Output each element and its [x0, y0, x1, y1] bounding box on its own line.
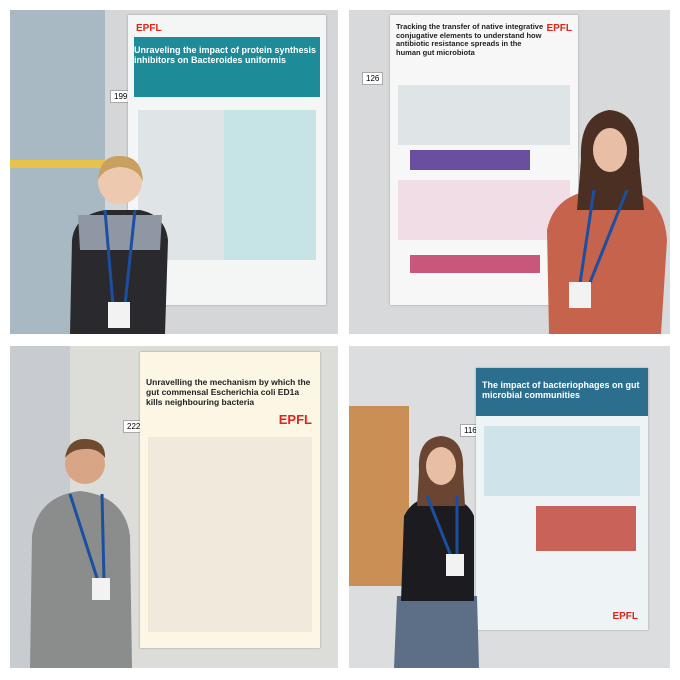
poster: The impact of bacteriophages on gut micr… — [476, 368, 648, 630]
poster: Unravelling the mechanism by which the g… — [140, 352, 320, 648]
poster-content — [398, 180, 570, 240]
logo: EPFL — [546, 23, 572, 34]
logo: EPFL — [136, 23, 162, 34]
poster-title: Unravelling the mechanism by which the g… — [146, 377, 311, 407]
poster-content — [536, 506, 636, 551]
poster-content — [410, 255, 540, 273]
person — [70, 155, 168, 334]
photo: 199 Unraveling the impact of protein syn… — [10, 10, 338, 334]
wall — [349, 406, 409, 586]
person — [547, 110, 667, 334]
photo: 116 The impact of bacteriophages on gut … — [349, 346, 670, 668]
poster-title: The impact of bacteriophages on gut micr… — [482, 380, 640, 401]
poster-content — [398, 85, 570, 145]
person — [30, 438, 132, 668]
poster: Unraveling the impact of protein synthes… — [128, 15, 326, 305]
photo: 126 Tracking the transfer of native inte… — [349, 10, 670, 334]
person — [394, 436, 479, 668]
logo: EPFL — [278, 412, 312, 427]
poster-header — [476, 368, 648, 416]
poster-title: Unraveling the impact of protein synthes… — [134, 45, 317, 66]
logo: EPFL — [612, 611, 638, 622]
poster-header — [134, 37, 320, 97]
poster: Tracking the transfer of native integrat… — [390, 15, 578, 305]
poster-content — [410, 150, 530, 170]
poster-content — [484, 426, 640, 496]
board-number: 126 — [362, 72, 384, 85]
poster-title: Tracking the transfer of native integrat… — [396, 22, 544, 57]
photo: 222 Unravelling the mechanism by which t… — [10, 346, 338, 668]
poster-content — [148, 437, 312, 632]
stripe — [10, 160, 105, 168]
poster-content — [224, 110, 316, 260]
